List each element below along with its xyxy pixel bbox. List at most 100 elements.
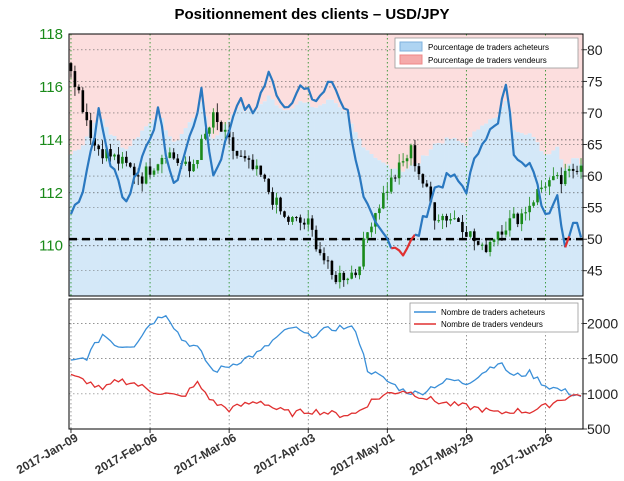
long-share-column (539, 151, 544, 296)
candle-body (283, 211, 286, 217)
short-share-column (424, 34, 430, 156)
candle-body (219, 122, 223, 132)
candle-body (524, 212, 527, 214)
candle-body (223, 129, 227, 132)
count-tick-label: 1500 (587, 351, 618, 367)
long-share-column (92, 122, 97, 296)
candle-body (322, 253, 326, 261)
long-share-column (88, 128, 94, 296)
bottom-legend-box (409, 302, 579, 333)
short-share-column (84, 34, 90, 137)
short-share-column (452, 34, 457, 139)
short-share-column (428, 34, 434, 150)
price-tick-label: 118 (39, 26, 63, 43)
long-share-column (219, 131, 224, 296)
candle-body (125, 156, 128, 163)
candle-body (148, 166, 152, 175)
short-share-column (215, 34, 220, 136)
long-share-column (140, 130, 145, 296)
short-share-column (381, 34, 386, 163)
count-axis: 500 1000 1500 2000 (583, 316, 618, 437)
short-share-column (96, 34, 101, 111)
price-tick-label: 110 (39, 238, 63, 255)
short-share-column (199, 34, 204, 103)
long-share-column (499, 106, 505, 296)
candle-body (192, 164, 195, 172)
candle-body (500, 231, 504, 235)
short-share-column (365, 34, 370, 151)
candle-body (188, 161, 191, 172)
short-share-column (171, 34, 177, 142)
candle-body (73, 71, 77, 87)
long-share-column (171, 141, 177, 296)
long-share-column (409, 165, 414, 296)
long-share-column (144, 126, 149, 296)
bottom-legend: Nombre de traders acheteurs Nombre de tr… (409, 302, 579, 333)
candle-body (370, 226, 373, 233)
short-share-column (211, 34, 216, 139)
price-candles (69, 61, 583, 289)
long-percentage-line (69, 70, 583, 257)
short-share-column (401, 34, 406, 172)
long-share-column (100, 119, 105, 297)
candle-body (121, 156, 124, 164)
candle-body (433, 202, 437, 221)
long-share-column (337, 107, 343, 296)
short-share-column (298, 34, 303, 102)
long-share-column (199, 102, 204, 296)
long-share-column (361, 147, 366, 296)
candle-body (136, 175, 140, 177)
short-share-column (444, 34, 449, 138)
long-share-column (231, 114, 236, 296)
long-share-column (148, 123, 153, 296)
candle-body (354, 272, 357, 276)
long-share-column (480, 125, 485, 296)
candle-body (342, 272, 346, 281)
short-share-column (318, 34, 323, 106)
short-share-column (345, 34, 351, 112)
long-share-column (187, 122, 192, 297)
short-share-column (389, 34, 394, 169)
candle-body (302, 222, 306, 225)
long-share-column (290, 108, 295, 296)
long-share-column (207, 128, 212, 296)
candle-body (267, 178, 270, 192)
short-pct-segment (391, 233, 416, 257)
candle-body (520, 213, 524, 225)
long-share-column (120, 147, 125, 296)
short-share-column (104, 34, 109, 128)
candle-body (457, 218, 460, 222)
short-share-column (258, 34, 264, 105)
candle-body (77, 86, 81, 91)
candle-body (271, 191, 274, 205)
long-share-column (215, 135, 220, 296)
short-share-column (250, 34, 256, 113)
candle-body (445, 215, 448, 221)
long-share-column (69, 154, 74, 296)
short-share-column (341, 34, 347, 111)
long-share-column (412, 163, 418, 296)
short-share-column (535, 34, 540, 143)
long-share-column (579, 164, 584, 296)
candle-body (144, 166, 148, 184)
percent-axis: 45 50 55 60 65 70 75 80 (583, 42, 603, 279)
percent-tick-label: 45 (587, 263, 603, 279)
short-share-column (112, 34, 117, 137)
long-share-column (496, 117, 501, 296)
candle-body (366, 232, 369, 239)
short-share-column (539, 34, 544, 152)
candle-body (453, 218, 456, 220)
long-share-column (76, 149, 82, 296)
long-share-column (464, 146, 469, 296)
candle-body (275, 197, 278, 205)
candle-body (516, 213, 520, 225)
candle-body (318, 249, 322, 254)
long-share-column (571, 158, 576, 296)
date-tick-label: 2017-Jun-26 (488, 430, 555, 477)
long-share-column (235, 109, 240, 296)
short-share-column (460, 34, 465, 143)
short-share-column (496, 34, 501, 117)
candle-body (556, 175, 559, 177)
candle-body (421, 174, 425, 184)
candle-body (231, 137, 235, 151)
